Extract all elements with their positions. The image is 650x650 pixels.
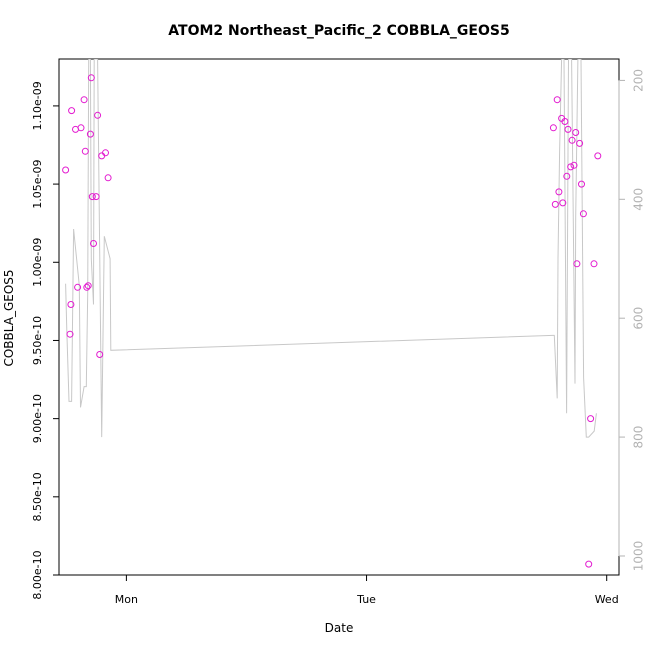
data-point <box>563 172 571 180</box>
y-tick-label: 9.00e-10 <box>31 394 44 443</box>
data-point <box>568 136 576 144</box>
data-point <box>88 193 96 201</box>
data-point <box>104 174 112 182</box>
chart-title: ATOM2 Northeast_Pacific_2 COBBLA_GEOS5 <box>168 23 509 39</box>
data-point <box>94 111 102 119</box>
data-point <box>559 199 567 207</box>
data-point <box>74 283 82 291</box>
y-tick-label: 1.10e-09 <box>31 81 44 130</box>
data-point <box>90 240 97 247</box>
data-point <box>594 152 602 160</box>
right-tick-label: 800 <box>632 426 646 449</box>
y-axis-left: 8.00e-10 8.50e-10 9.00e-10 9.50e-10 1.00e-09… <box>31 81 60 600</box>
y-tick-label: 8.00e-10 <box>31 550 44 599</box>
data-point <box>83 283 91 291</box>
y-axis-label: COBBLA_GEOS5 <box>2 269 16 366</box>
data-point <box>576 139 584 147</box>
data-point <box>92 193 100 201</box>
data-point <box>80 96 88 104</box>
right-tick-label: 400 <box>632 188 646 211</box>
data-point <box>87 74 95 82</box>
y-tick-label: 9.50e-10 <box>31 316 44 365</box>
data-point <box>84 282 92 290</box>
data-point <box>561 118 569 125</box>
x-axis-label: Date <box>325 621 354 635</box>
profile-series-line <box>65 59 597 438</box>
data-points <box>62 74 602 568</box>
data-point <box>564 125 572 133</box>
data-point <box>551 200 559 208</box>
data-point <box>98 152 106 160</box>
data-point <box>587 415 595 423</box>
y-axis-right: 200 400 600 800 1000 <box>618 69 646 572</box>
data-point <box>62 166 70 174</box>
data-point <box>96 351 104 358</box>
data-point <box>553 96 561 104</box>
right-tick-label: 200 <box>632 69 646 92</box>
right-tick-label: 600 <box>632 307 646 330</box>
data-point <box>549 124 557 132</box>
profile-line <box>65 59 597 438</box>
data-point <box>81 147 89 155</box>
data-point <box>572 129 580 136</box>
x-tick-label: Mon <box>115 593 138 606</box>
plot-frame <box>58 58 620 576</box>
data-point <box>579 210 587 218</box>
right-tick-label: 1000 <box>632 541 646 572</box>
data-point <box>573 260 581 268</box>
x-axis: Mon Tue Wed <box>115 574 619 606</box>
data-point <box>77 124 85 132</box>
x-tick-label: Wed <box>595 593 619 606</box>
data-point <box>567 163 575 171</box>
data-point <box>67 301 75 308</box>
data-point <box>590 260 598 268</box>
y-tick-label: 1.00e-09 <box>31 238 44 287</box>
data-point <box>578 180 585 188</box>
data-point <box>555 188 563 196</box>
data-point <box>585 560 593 568</box>
data-point <box>102 149 109 157</box>
y-tick-label: 8.50e-10 <box>31 472 44 521</box>
data-point <box>66 330 74 338</box>
data-point <box>570 161 578 169</box>
y-tick-label: 1.05e-09 <box>31 159 44 208</box>
data-point <box>86 130 94 138</box>
data-point <box>68 107 76 115</box>
x-tick-label: Tue <box>356 593 376 606</box>
